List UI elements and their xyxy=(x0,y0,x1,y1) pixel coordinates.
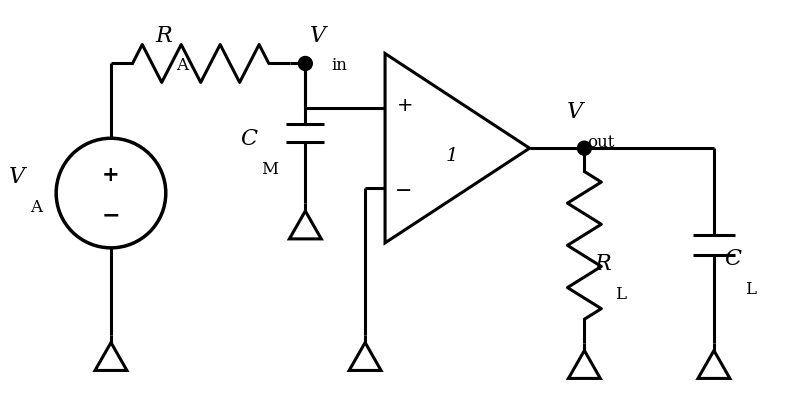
Text: A: A xyxy=(177,57,189,74)
Text: M: M xyxy=(262,161,278,178)
Text: A: A xyxy=(30,199,42,216)
Text: R: R xyxy=(594,253,611,275)
Text: L: L xyxy=(745,281,756,298)
Text: R: R xyxy=(156,24,173,47)
Text: −: − xyxy=(102,205,120,225)
Circle shape xyxy=(578,141,591,155)
Circle shape xyxy=(298,57,312,71)
Text: +: + xyxy=(102,165,120,185)
Text: V: V xyxy=(10,166,26,188)
Text: C: C xyxy=(241,128,258,150)
Text: 1: 1 xyxy=(446,147,458,165)
Text: C: C xyxy=(724,248,741,270)
Text: L: L xyxy=(615,286,626,303)
Text: in: in xyxy=(331,57,347,74)
Text: V: V xyxy=(310,24,326,47)
Text: −: − xyxy=(395,181,413,201)
Text: +: + xyxy=(397,96,414,115)
Text: out: out xyxy=(587,134,614,151)
Text: V: V xyxy=(566,101,582,123)
